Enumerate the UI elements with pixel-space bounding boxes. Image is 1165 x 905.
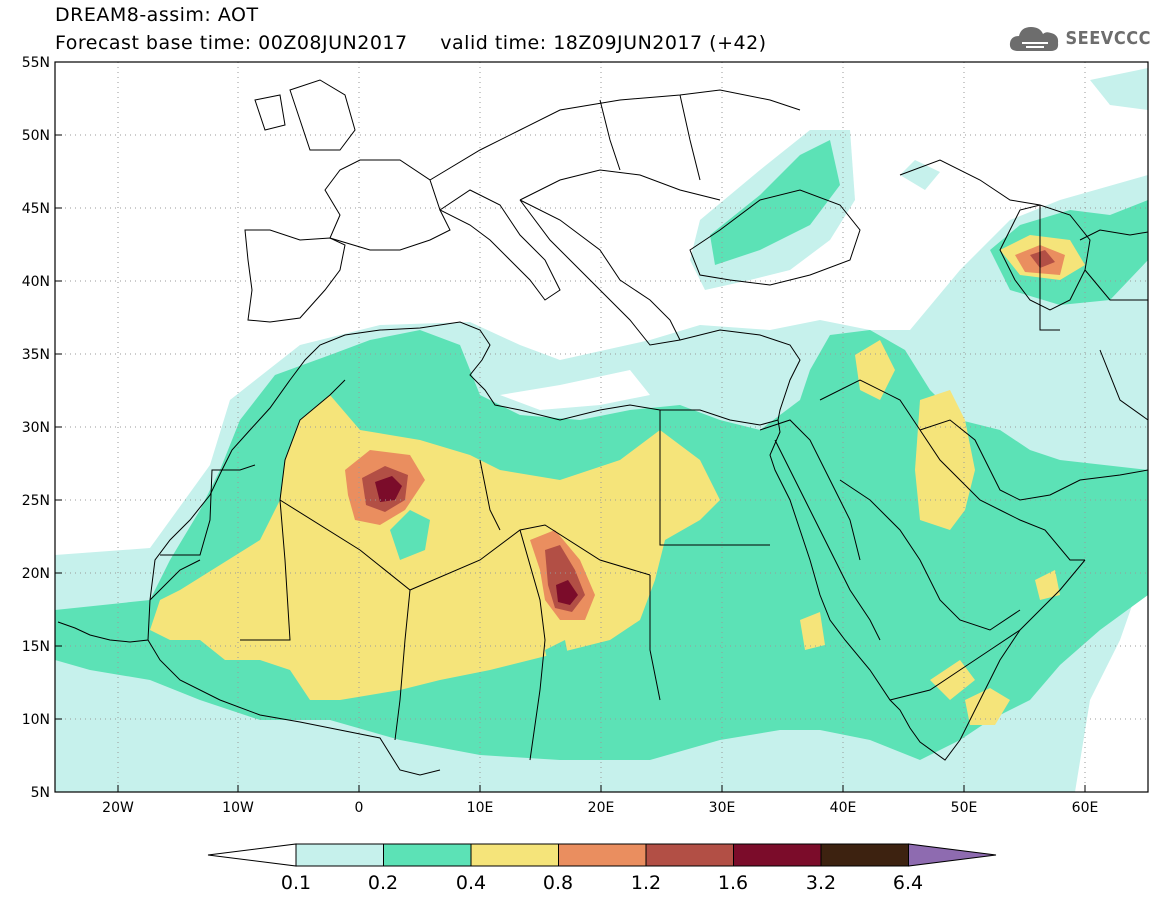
legend-label: 0.2 (367, 872, 399, 894)
lat-label: 55N (22, 55, 50, 71)
legend-label: 3.2 (805, 872, 837, 894)
legend-label: 1.6 (717, 872, 749, 894)
color-bar-segment (383, 843, 472, 867)
legend-label: 0.8 (542, 872, 574, 894)
lon-labels: 20W 10W 0 10E 20E 30E 40E 50E 60E (102, 800, 1098, 816)
legend-label: 1.2 (630, 872, 662, 894)
legend-label: 6.4 (892, 872, 924, 894)
lon-label: 20W (102, 800, 134, 816)
lat-label: 25N (22, 493, 50, 509)
color-bar-segment (733, 843, 822, 867)
lat-labels: 55N 50N 45N 40N 35N 30N 25N 20N 15N 10N … (22, 55, 50, 801)
color-bar-segment (645, 843, 734, 867)
lat-label: 40N (22, 274, 50, 290)
lat-label: 10N (22, 712, 50, 728)
cloud-icon (1009, 27, 1058, 51)
seevccc-logo: SEEVCCC (1008, 22, 1151, 54)
map-title: DREAM8-assim: AOT (55, 4, 259, 26)
lon-label: 20E (588, 800, 615, 816)
lat-label: 45N (22, 201, 50, 217)
color-bar-segment (558, 843, 647, 867)
lon-label: 10W (222, 800, 254, 816)
lon-label: 40E (830, 800, 857, 816)
lon-label: 10E (467, 800, 494, 816)
lon-label: 60E (1072, 800, 1099, 816)
legend-label: 0.4 (455, 872, 487, 894)
lat-label: 20N (22, 566, 50, 582)
coastlines-borders (57, 79, 1148, 776)
color-bar-arrow-low (207, 843, 297, 867)
forecast-time-subtitle: Forecast base time: 00Z08JUN2017 valid t… (55, 32, 767, 54)
lat-label: 5N (31, 785, 50, 801)
legend-label: 0.1 (280, 872, 312, 894)
lat-label: 35N (22, 347, 50, 363)
color-bar (207, 843, 997, 867)
graticule (55, 62, 1148, 792)
color-bar-segment (470, 843, 559, 867)
color-bar-segment (295, 843, 384, 867)
color-bar-segment (820, 843, 909, 867)
lat-label: 30N (22, 420, 50, 436)
lon-label: 30E (709, 800, 736, 816)
lat-label: 50N (22, 128, 50, 144)
lon-label: 0 (355, 800, 364, 816)
logo-text: SEEVCCC (1065, 27, 1151, 49)
color-bar-arrow-high (908, 843, 997, 867)
aot-fields (55, 68, 1148, 792)
lon-label: 50E (951, 800, 978, 816)
lat-label: 15N (22, 639, 50, 655)
axis-ticks (55, 134, 1086, 792)
